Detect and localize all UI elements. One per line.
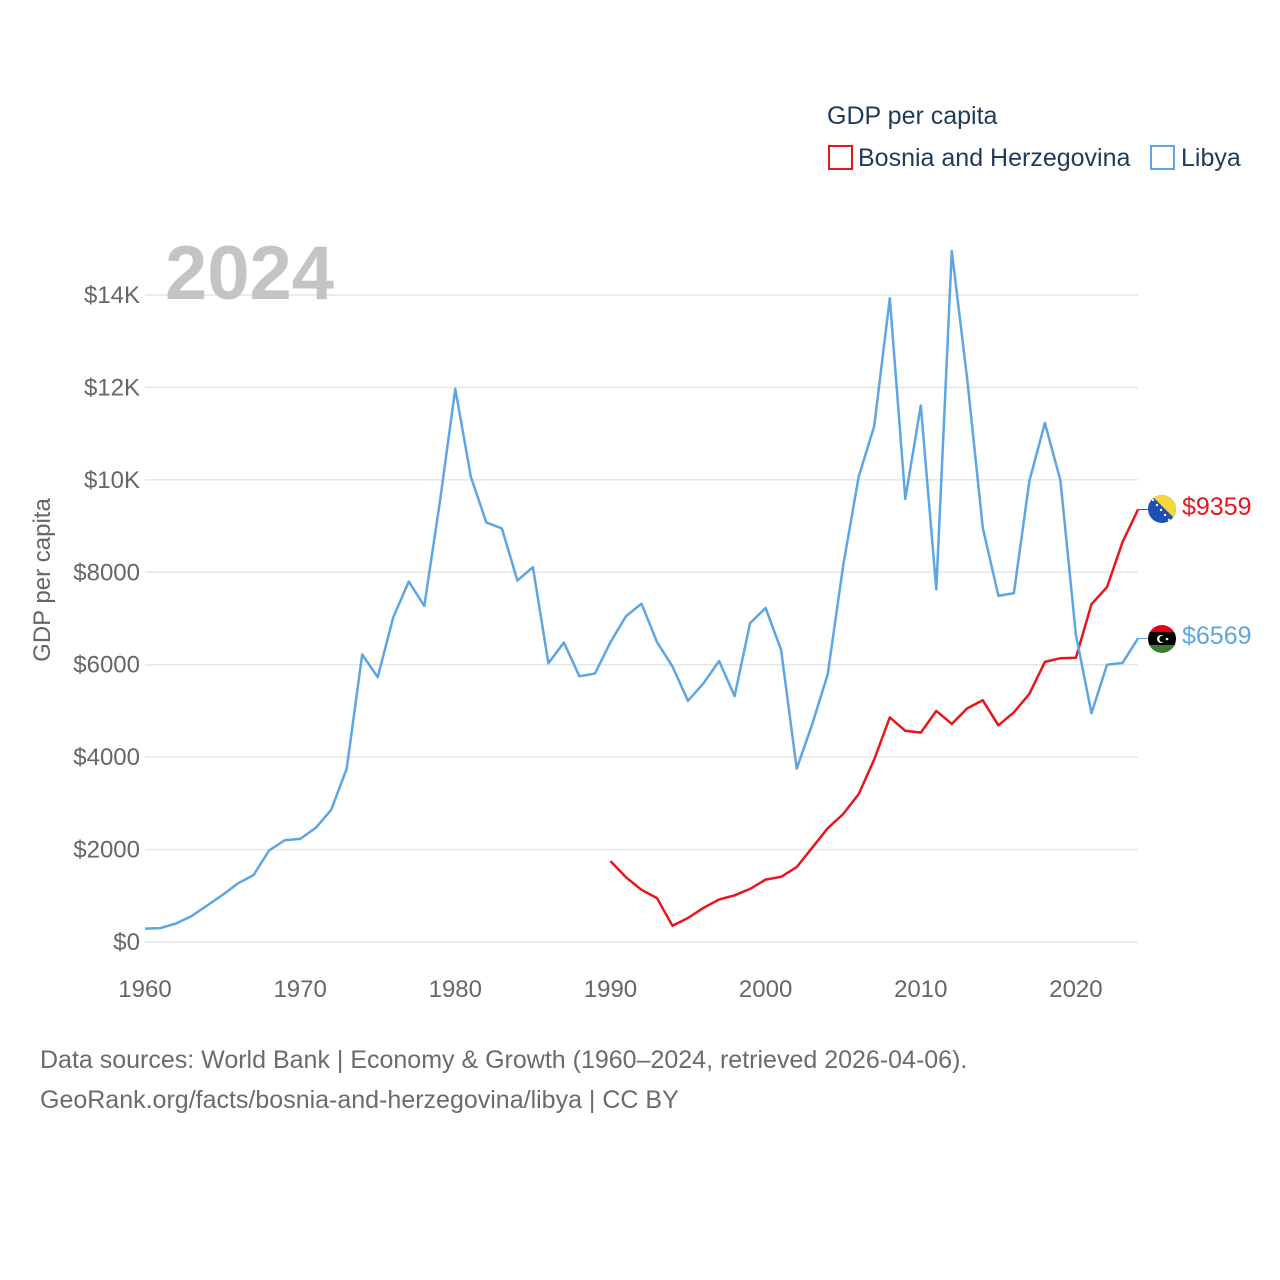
y-tick-label: $8000 [73,559,140,586]
y-tick-label: $14K [84,282,140,309]
legend-label-libya: Libya [1181,144,1241,172]
footer-sources: Data sources: World Bank | Economy & Gro… [40,1046,968,1074]
y-tick-label: $2000 [73,837,140,864]
legend-swatch-libya [1150,145,1175,170]
libya-flag-icon [1148,625,1176,653]
y-tick-label: $12K [84,374,140,401]
y-tick-label: $6000 [73,652,140,679]
x-tick-label: 2010 [894,976,947,1003]
y-tick-label: $0 [113,929,140,956]
y-axis-ticks: $0 $2000 $4000 $6000 $8000 $10K $12K $14K [73,282,140,956]
y-tick-label: $4000 [73,744,140,771]
series-line-bosnia[interactable] [609,508,1140,928]
end-label-bosnia: $9359 [1182,493,1252,521]
y-axis-title: GDP per capita [29,498,56,662]
legend-item-libya[interactable]: Libya [1150,144,1241,172]
legend-item-bosnia[interactable]: Bosnia and Herzegovina [828,144,1130,172]
legend-label-bosnia: Bosnia and Herzegovina [858,144,1130,172]
gridlines [145,294,1138,943]
legend-swatch-bosnia [828,145,853,170]
x-tick-label: 1960 [118,976,171,1003]
y-tick-label: $10K [84,467,140,494]
legend-title: GDP per capita [827,102,998,130]
x-tick-label: 2000 [739,976,792,1003]
gdp-chart: GDP per capita Bosnia and Herzegovina Li… [29,102,1252,1003]
x-axis-ticks: 1960 1970 1980 1990 2000 2010 2020 [118,976,1102,1003]
series-line-libya[interactable] [144,249,1140,930]
end-label-libya: $6569 [1182,622,1252,650]
bosnia-flag-icon [1148,495,1176,523]
x-tick-label: 2020 [1049,976,1102,1003]
series-layer [144,249,1148,930]
x-tick-label: 1990 [584,976,637,1003]
footer-credit: GeoRank.org/facts/bosnia-and-herzegovina… [40,1086,679,1114]
x-tick-label: 1970 [273,976,326,1003]
x-tick-label: 1980 [429,976,482,1003]
year-label: 2024 [165,231,334,316]
